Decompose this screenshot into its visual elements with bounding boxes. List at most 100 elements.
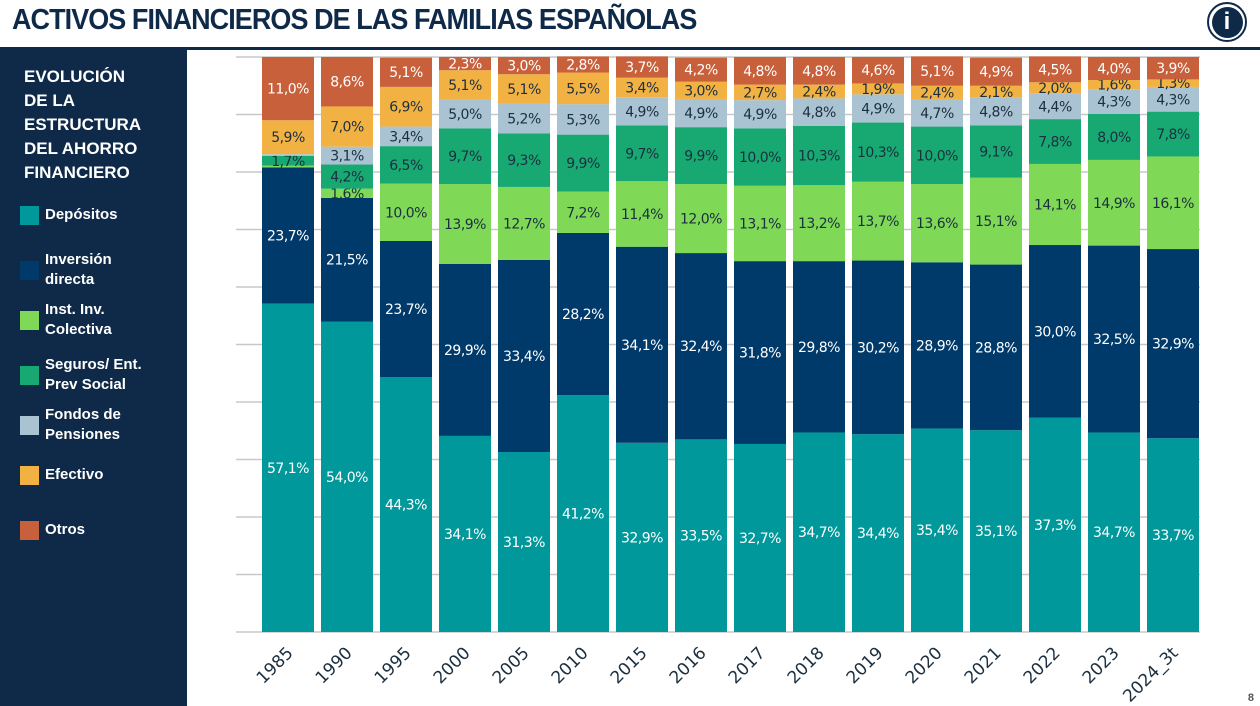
data-label: 4,8% — [802, 64, 836, 80]
bar-segment — [498, 133, 550, 187]
data-label: 28,2% — [562, 307, 604, 323]
data-label: 4,7% — [920, 106, 954, 122]
bar-segment — [1088, 57, 1140, 80]
data-label: 32,9% — [621, 530, 663, 546]
bar-segment — [380, 241, 432, 378]
data-label: 23,7% — [385, 302, 427, 318]
bar-segment — [616, 56, 668, 78]
bar-segment — [321, 188, 373, 198]
x-tick-label: 2023 — [1079, 643, 1124, 688]
legend-swatch — [20, 310, 39, 330]
legend-item: Fondos de Pensiones — [20, 405, 121, 445]
data-label: 13,2% — [798, 216, 840, 232]
bar-segment — [675, 184, 727, 254]
data-label: 4,8% — [979, 105, 1013, 121]
bar-segment — [852, 434, 904, 632]
data-label: 30,0% — [1034, 324, 1076, 340]
x-tick-label: 2017 — [725, 643, 770, 688]
sidebar: EVOLUCIÓN DE LA ESTRUCTURA DEL AHORRO FI… — [0, 50, 187, 706]
data-label: 5,1% — [507, 82, 541, 98]
data-label: 34,4% — [857, 526, 899, 542]
bar-segment — [970, 430, 1022, 632]
data-label: 4,6% — [861, 63, 895, 79]
data-label: 13,7% — [857, 214, 899, 230]
data-label: 4,9% — [861, 101, 895, 117]
data-label: 9,9% — [566, 156, 600, 172]
data-label: 1,7% — [271, 154, 305, 170]
data-label: 9,7% — [625, 146, 659, 162]
bar-segment — [675, 439, 727, 632]
logo-icon: i — [1211, 6, 1243, 38]
logo: i — [1207, 2, 1247, 42]
bar-segment — [321, 321, 373, 632]
bar-segment — [262, 57, 314, 121]
data-label: 8,6% — [330, 75, 364, 91]
data-label: 5,1% — [389, 65, 423, 81]
data-label: 14,9% — [1093, 196, 1135, 212]
data-label: 21,5% — [326, 253, 368, 269]
bar-segment — [439, 184, 491, 264]
legend-swatch — [20, 260, 39, 280]
data-label: 34,1% — [444, 527, 486, 543]
data-label: 2,0% — [1038, 81, 1072, 97]
bar-segment — [911, 99, 963, 127]
bar-segment — [439, 128, 491, 185]
data-label: 30,2% — [857, 340, 899, 356]
legend-label: Efectivo — [45, 466, 104, 483]
data-label: 3,0% — [684, 83, 718, 99]
bar-segment — [675, 98, 727, 128]
data-label: 32,7% — [739, 531, 781, 547]
x-tick-label: 2020 — [902, 643, 947, 688]
data-label: 4,3% — [1156, 92, 1190, 108]
data-label: 9,7% — [448, 149, 482, 165]
data-label: 28,8% — [975, 340, 1017, 356]
data-label: 13,6% — [916, 216, 958, 232]
bar-segment — [321, 164, 373, 189]
legend-item: Seguros/ Ent. Prev Social — [20, 355, 142, 395]
data-label: 5,1% — [448, 78, 482, 94]
x-tick-label: 2010 — [548, 643, 593, 688]
data-label: 4,2% — [330, 170, 364, 186]
data-label: 5,0% — [448, 107, 482, 123]
bar-segment — [616, 125, 668, 182]
x-tick-label: 2015 — [607, 643, 652, 688]
bar-segment — [734, 261, 786, 444]
data-label: 41,2% — [562, 507, 604, 523]
data-label: 9,3% — [507, 153, 541, 169]
data-label: 5,5% — [566, 81, 600, 97]
data-label: 29,9% — [444, 343, 486, 359]
legend-label: Fondos de Pensiones — [45, 406, 121, 443]
bar-segment — [911, 56, 963, 86]
bar-segment — [498, 103, 550, 134]
bar-segment — [262, 120, 314, 155]
bar-segment — [1029, 82, 1081, 94]
bar-segment — [734, 57, 786, 85]
data-label: 5,9% — [271, 130, 305, 146]
bar-segment — [262, 167, 314, 304]
data-label: 10,0% — [916, 148, 958, 164]
data-label: 35,1% — [975, 524, 1017, 540]
bar-segment — [1147, 111, 1199, 157]
data-label: 29,8% — [798, 340, 840, 356]
legend-item: Inversión directa — [20, 250, 112, 290]
data-label: 57,1% — [267, 461, 309, 477]
bar-segment — [1147, 249, 1199, 439]
bar-segment — [439, 70, 491, 100]
data-label: 31,3% — [503, 535, 545, 551]
bar-segment — [557, 56, 609, 73]
bar-segment — [793, 84, 845, 99]
bar-segment — [380, 183, 432, 241]
data-label: 44,3% — [385, 498, 427, 514]
data-label: 2,1% — [979, 85, 1013, 101]
data-label: 7,0% — [330, 120, 364, 136]
bar-segment — [616, 442, 668, 632]
bar-segment — [557, 104, 609, 135]
x-tick-label: 2018 — [784, 643, 829, 688]
bar-segment — [262, 155, 314, 166]
legend-label: Inst. Inv. Colectiva — [45, 301, 112, 338]
data-label: 2,7% — [743, 85, 777, 101]
data-label: 3,4% — [389, 129, 423, 145]
data-label: 10,0% — [739, 150, 781, 166]
bar-segment — [734, 128, 786, 186]
